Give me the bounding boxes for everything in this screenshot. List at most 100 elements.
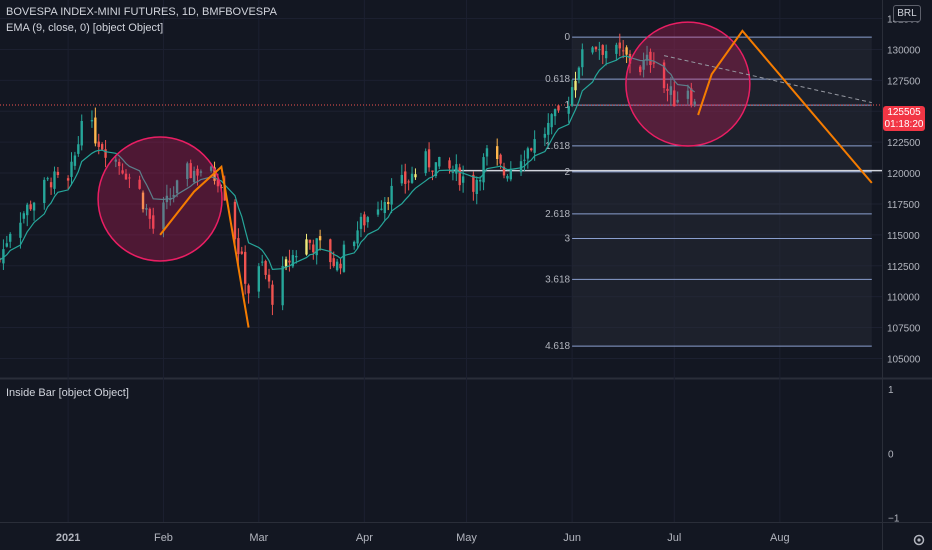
- candle-body: [77, 144, 80, 154]
- candle-body: [506, 175, 509, 179]
- candle-body: [148, 208, 152, 219]
- candle-body: [19, 222, 22, 238]
- candle-body: [100, 144, 104, 150]
- x-tick-label: Jun: [563, 532, 581, 544]
- fib-level-label: 2: [565, 167, 571, 178]
- candle-body: [645, 54, 649, 61]
- candle-body: [192, 170, 196, 183]
- candle-body: [261, 261, 264, 263]
- candle-body: [335, 261, 339, 271]
- y-tick-label: 110000: [887, 293, 920, 304]
- candle-body: [308, 239, 312, 243]
- candle-body: [526, 148, 530, 159]
- candle-body: [642, 60, 645, 70]
- candle-body: [478, 179, 482, 182]
- candle-body: [43, 179, 46, 204]
- fib-level-label: 4.618: [545, 341, 570, 352]
- candle-body: [267, 274, 271, 282]
- candle-body: [482, 157, 485, 183]
- candle-body: [53, 171, 56, 189]
- candle-body: [5, 243, 9, 247]
- projection-path: [159, 164, 250, 328]
- candle-body: [138, 179, 141, 189]
- candle-body: [615, 44, 618, 54]
- y-tick-label: 105000: [887, 354, 921, 365]
- candle-body: [46, 178, 49, 180]
- currency-badge[interactable]: BRL: [893, 5, 921, 22]
- y-tick-label: 115000: [887, 231, 920, 242]
- candle-body: [499, 154, 502, 164]
- candle-body: [424, 151, 427, 174]
- candle-body: [676, 99, 679, 103]
- candle-body: [438, 157, 441, 167]
- candle-body: [257, 266, 261, 292]
- candle-body: [124, 173, 128, 180]
- candle-body: [356, 230, 359, 244]
- highlight-circle: [625, 21, 751, 147]
- y-tick-label: 127500: [887, 76, 921, 87]
- candle-body: [291, 255, 295, 267]
- candle-body: [458, 167, 461, 186]
- lower-tick-label: 1: [888, 385, 894, 396]
- fib-level-label: 1: [565, 100, 571, 111]
- y-tick-label: 112500: [887, 262, 920, 273]
- settings-gear-icon[interactable]: [912, 533, 926, 547]
- candle-body: [628, 53, 632, 64]
- candle-body: [247, 285, 250, 294]
- fibonacci-retracement: 0 0.618 1 1.618 2 2.618 3 3.618 4.618: [0, 32, 882, 352]
- candle-body: [114, 159, 117, 162]
- candle-body: [223, 185, 226, 201]
- candle-body: [547, 122, 550, 135]
- candle-body: [591, 47, 594, 53]
- candle-body: [237, 238, 240, 255]
- candle-body: [448, 160, 451, 169]
- candle-body: [495, 146, 499, 160]
- candle-body: [97, 141, 100, 147]
- indicator-title: EMA (9, close, 0) [object Object]: [6, 22, 164, 34]
- x-tick-label: Apr: [356, 532, 373, 544]
- candle-body: [410, 173, 414, 183]
- x-tick-label: 2021: [56, 532, 80, 544]
- y-tick-label: 120000: [887, 169, 921, 180]
- dashed-trend-line: [663, 55, 872, 104]
- candle-body: [315, 238, 318, 256]
- candle-body: [66, 178, 70, 181]
- candle-body: [570, 87, 574, 106]
- candle-body: [281, 266, 284, 306]
- candle-body: [145, 208, 148, 210]
- candle-body: [434, 162, 438, 177]
- candle-body: [673, 90, 676, 107]
- highlight-circle: [97, 136, 223, 262]
- candle-body: [652, 62, 656, 64]
- candle-body: [543, 133, 547, 138]
- candle-body: [618, 42, 621, 49]
- projection-path: [697, 29, 873, 184]
- y-tick-label: 107500: [887, 324, 921, 335]
- x-tick-label: May: [456, 532, 477, 544]
- lower-tick-label: 0: [888, 449, 894, 460]
- candle-body: [574, 80, 577, 91]
- candle-body: [264, 261, 267, 275]
- candle-body: [56, 171, 60, 176]
- x-tick-label: Jul: [667, 532, 681, 544]
- candle-body: [604, 51, 608, 59]
- fib-level-label: 1.618: [545, 141, 570, 152]
- candle-body: [690, 88, 693, 105]
- candle-body: [519, 161, 523, 173]
- candle-body: [2, 249, 5, 264]
- candle-body: [502, 166, 506, 176]
- candle-body: [196, 168, 199, 176]
- candle-body: [271, 284, 274, 305]
- candle-body: [594, 46, 598, 50]
- candle-body: [162, 202, 165, 230]
- candle-body: [581, 49, 584, 68]
- candle-body: [332, 258, 335, 267]
- candle-body: [533, 139, 536, 153]
- price-badge: 125505 01:18:20: [883, 106, 925, 131]
- candle-body: [288, 260, 291, 263]
- candle-body: [169, 198, 172, 200]
- candle-body: [175, 180, 179, 194]
- candle-body: [312, 244, 315, 253]
- drawings: [97, 21, 873, 328]
